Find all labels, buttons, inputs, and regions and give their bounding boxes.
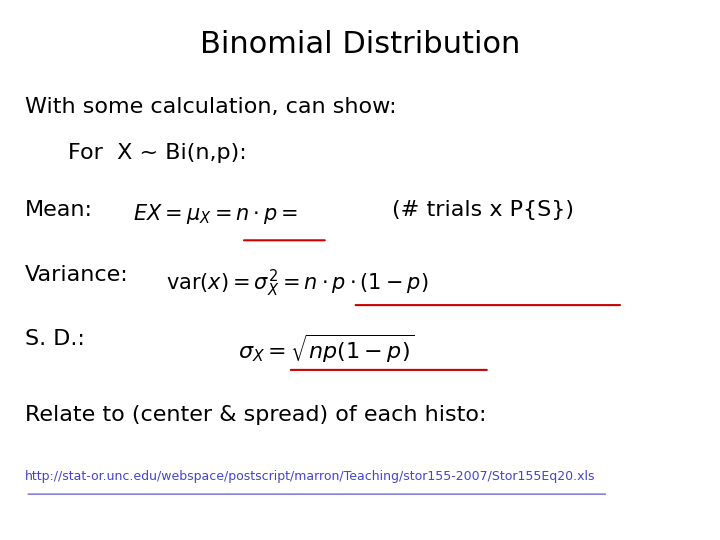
Text: For  X ~ Bi(n,p):: For X ~ Bi(n,p):: [68, 143, 247, 163]
Text: With some calculation, can show:: With some calculation, can show:: [25, 97, 397, 117]
Text: Variance:: Variance:: [25, 265, 129, 285]
Text: Mean:: Mean:: [25, 200, 93, 220]
Text: $EX = \mu_X = n \cdot p =$: $EX = \mu_X = n \cdot p =$: [133, 202, 299, 226]
Text: Relate to (center & spread) of each histo:: Relate to (center & spread) of each hist…: [25, 405, 487, 425]
Text: Binomial Distribution: Binomial Distribution: [200, 30, 520, 59]
Text: $\sigma_X = \sqrt{np(1-p)}$: $\sigma_X = \sqrt{np(1-p)}$: [238, 332, 414, 365]
Text: S. D.:: S. D.:: [25, 329, 85, 349]
Text: $\mathrm{var}(x) = \sigma_X^2 = n \cdot p \cdot (1-p)$: $\mathrm{var}(x) = \sigma_X^2 = n \cdot …: [166, 267, 428, 299]
Text: (# trials x P{S}): (# trials x P{S}): [392, 200, 575, 220]
Text: http://stat-or.unc.edu/webspace/postscript/marron/Teaching/stor155-2007/Stor155E: http://stat-or.unc.edu/webspace/postscri…: [25, 470, 595, 483]
